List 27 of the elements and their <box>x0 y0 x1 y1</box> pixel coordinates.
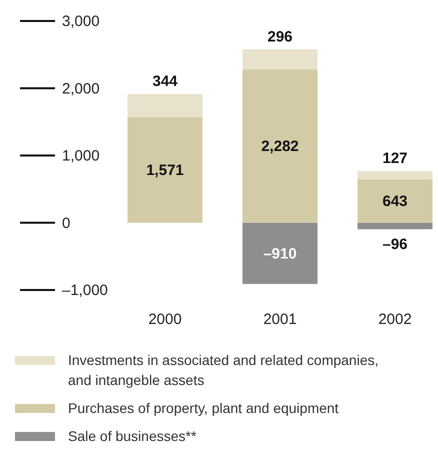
y-tick-label: 0 <box>62 214 70 232</box>
data-label: 296 <box>267 28 293 46</box>
data-label: 643 <box>382 193 408 210</box>
x-tick-label: 2000 <box>148 311 182 328</box>
y-tick-label: 2,000 <box>62 80 100 98</box>
bar <box>128 117 202 223</box>
legend-label: Sale of businesses** <box>68 428 197 444</box>
bar <box>242 49 318 70</box>
data-label: 1,571 <box>146 162 184 179</box>
bar <box>128 94 202 118</box>
x-tick-label: 2001 <box>263 311 297 328</box>
bar <box>242 222 318 284</box>
data-label: –910 <box>263 245 297 262</box>
bar <box>358 170 432 180</box>
bar <box>358 180 432 223</box>
bar <box>358 222 432 230</box>
x-tick-label: 2002 <box>378 311 412 328</box>
legend-label: Purchases of property, plant and equipment <box>68 400 339 416</box>
data-label: 127 <box>382 150 408 167</box>
y-tick-label: 1,000 <box>62 148 100 164</box>
bar <box>242 69 318 223</box>
y-tick-label: –1,000 <box>62 282 108 299</box>
legend-label: Investments in associated and related companies, and intangeble assets <box>68 352 379 388</box>
y-tick-label: 3,000 <box>62 13 100 30</box>
data-label: 344 <box>152 72 178 90</box>
data-label: –96 <box>382 236 408 254</box>
data-label: 2,282 <box>261 138 299 156</box>
